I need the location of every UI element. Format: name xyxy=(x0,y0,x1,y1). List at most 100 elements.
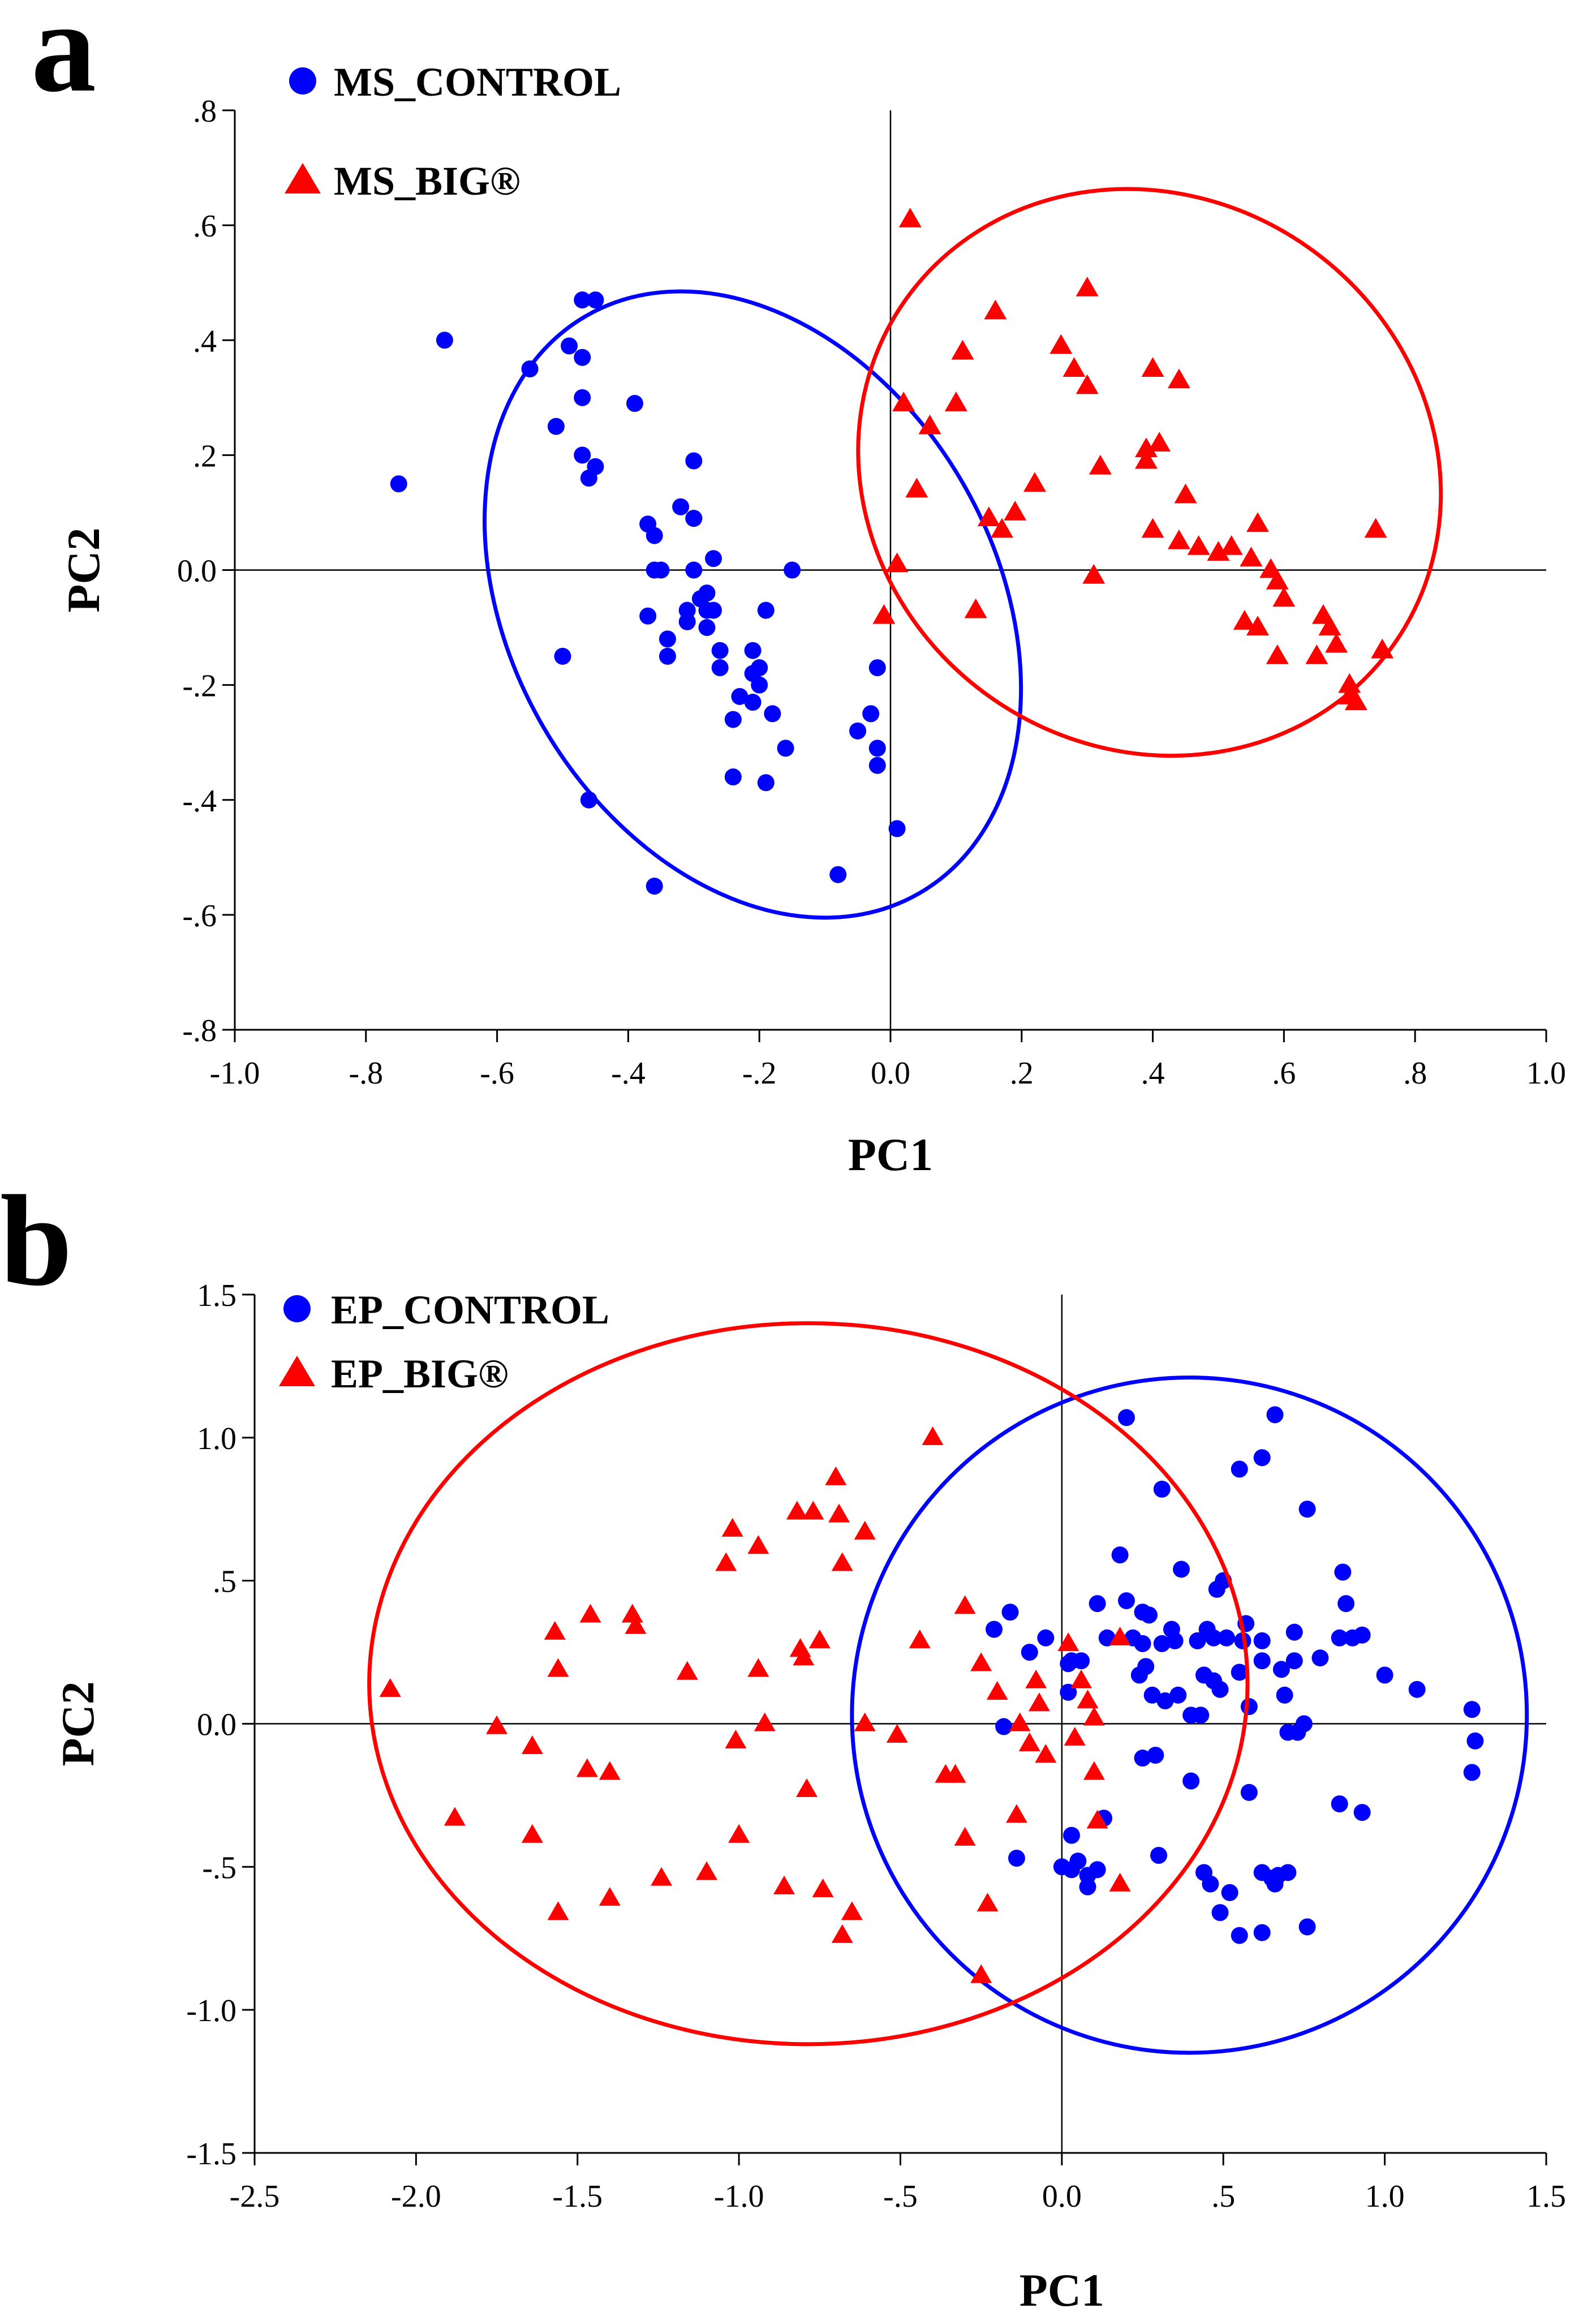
scatter-chart-a: -1.0 -.8 -.6 -.4 -.2 0.0 .2 .4 .6 .8 1.0 .8 .6 .4 .2 0.… xyxy=(58,59,1566,1180)
panel-b-control-data-point xyxy=(1089,1861,1106,1878)
panel-b-big-data-point xyxy=(970,1964,992,1983)
panel-a-control-data-point xyxy=(751,676,768,694)
panel-a-control-data-point xyxy=(764,705,781,723)
panel-a-control-data-point xyxy=(685,510,703,527)
panel-b-big-data-point xyxy=(812,1878,834,1898)
panel-b-control-data-point xyxy=(1189,1632,1206,1649)
panel-b-big-data-point xyxy=(831,1924,853,1943)
panel-b-big-data-point xyxy=(825,1466,847,1485)
panel-a-big-legend-marker xyxy=(285,163,321,194)
panel-b-big-data-point xyxy=(793,1647,815,1666)
panel-b-control-data-point xyxy=(1240,1783,1258,1801)
panel-b-control-data-point xyxy=(1089,1595,1106,1613)
panel-b-control-data-point xyxy=(1147,1747,1164,1764)
panel-b-control-data-point xyxy=(1231,1460,1248,1478)
panel-b-big-data-point xyxy=(854,1520,876,1540)
panel-a-big-data-point xyxy=(1246,616,1270,635)
panel-b-big-data-point xyxy=(1083,1706,1105,1726)
panel-a-control-data-point xyxy=(652,561,670,579)
panel-a-control-data-point xyxy=(862,705,880,723)
panel-b-control-data-point xyxy=(1279,1864,1297,1881)
panel-b-control-data-point xyxy=(1231,1927,1248,1944)
panel-b-big-data-point xyxy=(1086,1809,1108,1829)
panel-b-control-data-point xyxy=(1053,1858,1070,1876)
panel-b-y-tick-label: .5 xyxy=(213,1564,236,1600)
panel-a-control-data-point xyxy=(574,389,591,406)
panel-b-control-data-point xyxy=(1221,1884,1238,1901)
panel-b-big-data-point xyxy=(1025,1669,1047,1688)
panel-b-big-data-point xyxy=(831,1552,853,1571)
panel-b-y-tick-label: 0.0 xyxy=(197,1708,236,1743)
panel-a-control-data-point xyxy=(547,418,565,435)
panel-b-big-legend-label: EP_BIG® xyxy=(331,1351,509,1396)
panel-a-big-data-point xyxy=(1364,518,1387,538)
panel-b-control-data-point xyxy=(1037,1629,1055,1647)
panel-a-big-data-point xyxy=(1305,644,1328,664)
panel-a-control-data-point xyxy=(757,774,775,792)
panel-a-big-data-point xyxy=(1207,541,1230,561)
panel-b-big-data-point xyxy=(944,1764,966,1783)
panel-b-control-data-point xyxy=(1240,1698,1258,1716)
panel-a-x-axis-title: PC1 xyxy=(848,1129,933,1180)
panel-b-big-data-point xyxy=(1077,1690,1099,1709)
panel-b-control-data-point xyxy=(1150,1847,1168,1864)
panel-b-big-data-point xyxy=(715,1552,737,1571)
panel-b-control-data-point xyxy=(1331,1795,1348,1813)
panel-a-big-data-point xyxy=(1167,368,1190,389)
panel-a-big-data-point xyxy=(1062,357,1086,377)
panel-a-big-data-point xyxy=(1076,374,1099,394)
panel-a-y-tick-label: .2 xyxy=(193,439,217,474)
panel-a-control-data-point xyxy=(587,291,604,309)
panel-a-big-data-point xyxy=(1233,610,1256,630)
panel-b-control-data-point xyxy=(1353,1804,1371,1821)
panel-a-control-data-point xyxy=(829,866,847,883)
panel-b-control-data-point xyxy=(1073,1652,1090,1670)
panel-b-big-data-point xyxy=(970,1652,992,1671)
panel-b-control-data-point xyxy=(1285,1623,1303,1641)
panel-b-control-data-point xyxy=(1118,1592,1135,1610)
panel-a-control-data-point xyxy=(659,647,676,665)
panel-b-big-data-point xyxy=(1005,1804,1027,1823)
panel-a-control-data-point xyxy=(868,740,886,757)
panel-a-y-tick-label: -.4 xyxy=(182,784,217,819)
panel-a-control-data-point xyxy=(685,561,703,579)
panel-b-big-data-point xyxy=(621,1604,643,1623)
panel-b-control-data-point xyxy=(1008,1850,1025,1867)
panel-label-a: a xyxy=(31,0,96,119)
panel-b-control-data-point xyxy=(1137,1658,1155,1675)
panel-b-x-tick-label: 1.5 xyxy=(1526,2179,1566,2214)
panel-b-big-data-point xyxy=(1070,1669,1092,1688)
panel-a-big-data-point xyxy=(885,552,909,573)
panel-a-big-data-point xyxy=(1371,638,1394,659)
panel-b-control-data-point xyxy=(1331,1629,1348,1647)
panel-b-big-data-point xyxy=(521,1824,543,1843)
panel-a-big-data-point xyxy=(1023,472,1046,492)
panel-b-x-tick-label: 0.0 xyxy=(1042,2179,1082,2214)
panel-b-big-data-point xyxy=(521,1735,543,1755)
panel-a-control-data-point xyxy=(672,498,690,515)
panel-a-control-data-point xyxy=(639,607,657,625)
panel-b-big-data-point xyxy=(728,1824,750,1843)
panel-b-y-tick-label: 1.5 xyxy=(197,1278,236,1313)
panel-b-control-data-point xyxy=(1463,1701,1481,1718)
panel-b-x-tick-label: -1.0 xyxy=(714,2179,764,2214)
panel-b-big-data-point xyxy=(795,1778,818,1798)
panel-b-big-data-point xyxy=(544,1620,566,1640)
panel-b-control-data-point xyxy=(1276,1686,1293,1704)
panel-b-control-data-point xyxy=(986,1620,1003,1638)
panel-b-control-data-point xyxy=(1253,1652,1271,1670)
panel-b-x-tick-label: -2.0 xyxy=(391,2179,441,2214)
panel-b-big-data-point xyxy=(1035,1744,1057,1763)
panel-a-control-data-point xyxy=(724,768,742,786)
panel-a-control-data-point xyxy=(574,349,591,366)
panel-b-control-data-point xyxy=(1466,1732,1484,1749)
panel-b-control-data-point xyxy=(1266,1875,1284,1893)
panel-a-control-data-point xyxy=(561,337,578,355)
panel-b-control-data-point xyxy=(1062,1826,1080,1844)
panel-b-x-axis-title: PC1 xyxy=(1019,2264,1104,2316)
panel-a-big-data-point xyxy=(1089,454,1112,475)
panel-a-big-data-point xyxy=(977,506,1000,527)
panel-b-big-legend-marker xyxy=(279,1356,315,1386)
panel-b-x-tick-label: -1.5 xyxy=(552,2179,603,2214)
panel-a-control-data-point xyxy=(724,711,742,728)
